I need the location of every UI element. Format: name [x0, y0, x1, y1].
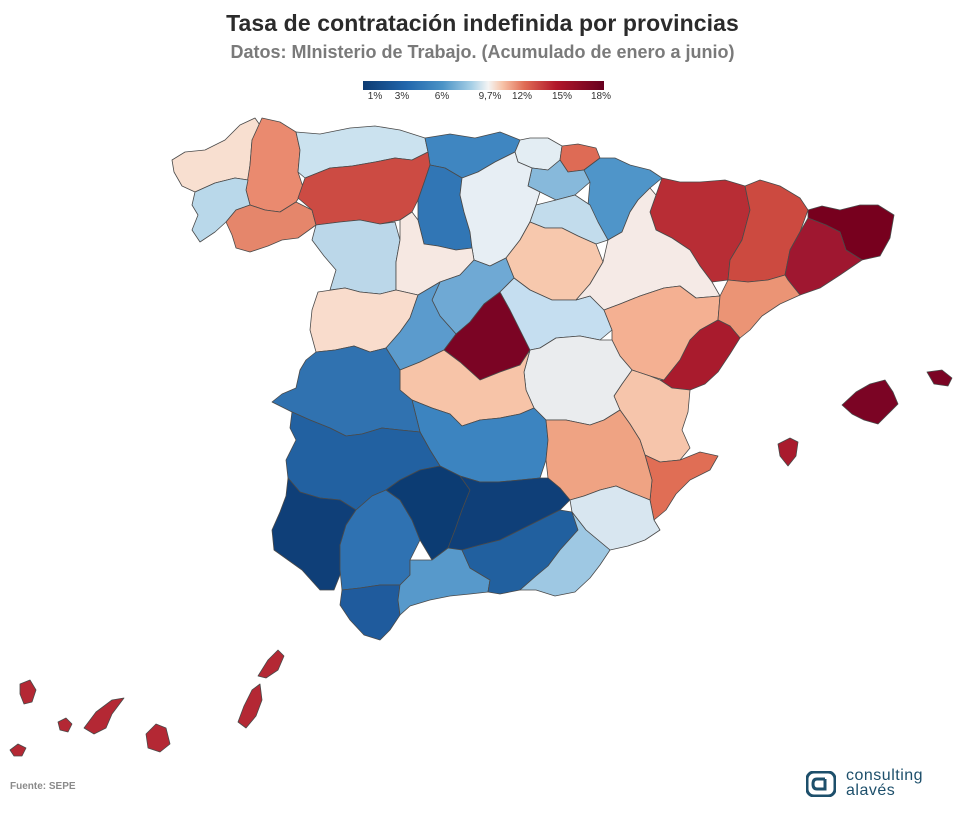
- province-ibiza: [777, 437, 799, 467]
- color-legend: 1% 3% 6% 9,7% 12% 15% 18%: [363, 81, 611, 107]
- legend-tick: 3%: [394, 91, 410, 102]
- province-canarias: [57, 717, 73, 733]
- legend-tick: 18%: [590, 91, 612, 102]
- province-guadalajara: [499, 277, 613, 351]
- legend-tick: 12%: [511, 91, 533, 102]
- province-cadiz: [339, 584, 401, 641]
- province-zamora: [311, 219, 401, 295]
- province-canarias: [257, 649, 285, 679]
- province-alicante: [644, 451, 719, 521]
- ca-logo-icon: [806, 771, 836, 797]
- province-canarias: [9, 743, 27, 757]
- legend-gradient-bar: [363, 81, 604, 90]
- province-cuenca: [523, 335, 633, 426]
- legend-tick: 9,7%: [478, 91, 502, 102]
- province-menorca: [926, 369, 953, 387]
- province-canarias: [83, 697, 125, 735]
- province-canarias: [19, 679, 37, 705]
- source-note: Fuente: SEPE: [10, 781, 76, 792]
- consulting-alaves-logo: consulting alavés: [806, 768, 956, 800]
- legend-tick: 6%: [434, 91, 450, 102]
- province-mallorca: [841, 379, 899, 425]
- legend-tick: 15%: [551, 91, 573, 102]
- logo-text-line2: alavés: [846, 782, 896, 799]
- map-subtitle: Datos: MInisterio de Trabajo. (Acumulado…: [230, 42, 735, 62]
- province-almeria: [519, 511, 611, 597]
- legend-tick: 1%: [367, 91, 383, 102]
- province-huelva: [271, 477, 357, 591]
- map-title: Tasa de contratación indefinida por prov…: [226, 10, 739, 36]
- province-canarias: [237, 683, 263, 729]
- logo-text-line1: consulting: [846, 767, 924, 784]
- province-canarias: [145, 723, 171, 753]
